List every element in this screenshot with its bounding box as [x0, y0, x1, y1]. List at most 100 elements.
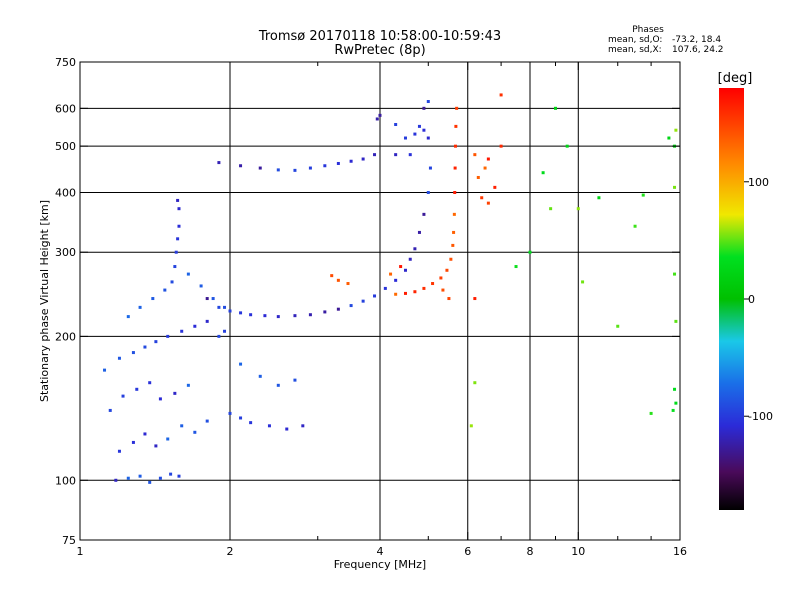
data-point: [158, 476, 162, 480]
data-point: [394, 153, 398, 157]
x-tick-label: 6: [464, 545, 471, 558]
x-tick-label: 4: [377, 545, 384, 558]
data-point: [441, 288, 445, 292]
data-point: [422, 286, 426, 290]
data-point: [394, 123, 398, 127]
data-point: [422, 128, 426, 132]
colorbar-label: [deg]: [718, 71, 753, 86]
data-point: [258, 374, 262, 378]
data-point: [673, 272, 677, 276]
data-point: [174, 250, 178, 254]
data-point: [453, 190, 457, 194]
y-tick-label: 750: [55, 56, 76, 69]
data-point: [239, 416, 243, 420]
y-tick-label: 200: [55, 330, 76, 343]
data-point: [138, 474, 142, 478]
data-point: [336, 307, 340, 311]
y-tick-label: 300: [55, 246, 76, 259]
data-point: [541, 171, 545, 175]
y-tick-label: 400: [55, 186, 76, 199]
data-point: [114, 478, 118, 482]
data-point: [186, 272, 190, 276]
data-point: [138, 305, 142, 309]
data-point: [131, 440, 135, 444]
data-point: [514, 265, 518, 269]
data-point: [148, 381, 152, 385]
data-point: [169, 472, 173, 476]
data-point: [549, 207, 553, 211]
data-point: [239, 362, 243, 366]
data-point: [641, 193, 645, 197]
colorbar-tick-label: -100: [748, 410, 773, 423]
data-point: [426, 100, 430, 104]
data-point: [422, 212, 426, 216]
y-tick-label: 600: [55, 102, 76, 115]
x-tick-label: 16: [673, 545, 687, 558]
data-point: [228, 309, 232, 313]
data-point: [403, 291, 407, 295]
data-point: [426, 190, 430, 194]
x-axis-label: Frequency [MHz]: [334, 558, 426, 571]
data-point: [173, 391, 177, 395]
data-point: [576, 207, 580, 211]
data-point: [431, 282, 435, 286]
data-point: [553, 106, 557, 110]
data-point: [151, 297, 155, 301]
axis-layer: 1 2 4 6 8 10 16 75 100 200 300 400 500 600 750: [55, 56, 687, 558]
data-point: [143, 432, 147, 436]
data-point: [217, 161, 221, 165]
data-point: [154, 340, 158, 344]
data-point: [301, 424, 305, 428]
grid-layer: [80, 62, 680, 540]
data-point: [217, 334, 221, 338]
data-point: [667, 136, 671, 140]
y-tick-label: 500: [55, 140, 76, 153]
data-point: [408, 153, 412, 157]
data-point: [177, 224, 181, 228]
data-point: [180, 424, 184, 428]
phases-header: Phases: [632, 25, 664, 35]
data-point: [249, 313, 253, 317]
data-point: [349, 159, 353, 163]
data-point: [117, 449, 121, 453]
data-point: [445, 268, 449, 272]
data-point: [330, 274, 334, 278]
data-point: [413, 247, 417, 251]
data-point: [673, 185, 677, 189]
data-point: [249, 421, 253, 425]
data-point: [166, 437, 170, 441]
data-point: [428, 166, 432, 170]
data-point: [439, 276, 443, 280]
data-point: [674, 128, 678, 132]
data-point: [154, 444, 158, 448]
phase-stat-o-label: mean, sd,O:: [608, 35, 662, 45]
data-point: [476, 175, 480, 179]
chart-subtitle: RwPretec (8p): [334, 43, 425, 58]
data-point: [455, 106, 459, 110]
data-point: [166, 334, 170, 338]
data-point: [258, 166, 262, 170]
data-point: [349, 304, 353, 308]
data-point: [177, 207, 181, 211]
data-point: [205, 319, 209, 323]
data-point: [361, 299, 365, 303]
data-point: [373, 294, 377, 298]
data-point: [499, 144, 503, 148]
data-point: [176, 237, 180, 241]
data-point: [417, 230, 421, 234]
data-point: [403, 136, 407, 140]
data-points-layer: [103, 93, 678, 484]
colorbar-tick-label: 0: [748, 293, 755, 306]
data-point: [417, 124, 421, 128]
data-point: [223, 329, 227, 333]
data-point: [674, 401, 678, 405]
data-point: [480, 196, 484, 200]
data-point: [135, 387, 139, 391]
data-point: [186, 383, 190, 387]
data-point: [453, 166, 457, 170]
data-point: [163, 288, 167, 292]
colorbar-tick-label: 100: [748, 176, 769, 189]
data-point: [126, 476, 130, 480]
data-point: [451, 243, 455, 247]
data-point: [375, 117, 379, 121]
